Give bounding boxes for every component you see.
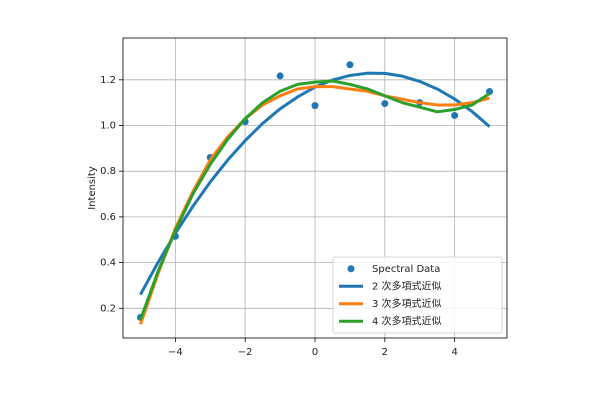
x-tick-label: 4: [451, 347, 457, 358]
legend-marker: [347, 265, 355, 273]
legend-label: 3 次多項式近似: [372, 297, 442, 310]
data-point: [451, 111, 459, 119]
x-tick-label: −2: [238, 347, 253, 358]
data-point: [346, 61, 354, 69]
plot-frame: [122, 37, 508, 339]
data-point: [381, 100, 389, 108]
y-tick-label: 0.2: [100, 303, 116, 314]
y-tick-label: 0.4: [100, 258, 116, 269]
x-tick-label: 2: [382, 347, 388, 358]
legend-label: 2 次多項式近似: [372, 279, 442, 292]
data-point: [311, 102, 319, 110]
legend-label: Spectral Data: [372, 264, 440, 275]
fit-line: [139, 79, 491, 321]
y-tick-label: 1.2: [100, 75, 116, 86]
y-tick-label: 1.0: [100, 121, 116, 132]
fit-line: [139, 85, 490, 325]
legend-box: [332, 256, 503, 334]
data-point: [276, 72, 284, 80]
y-tick-label: 0.8: [100, 166, 116, 177]
y-tick-label: 0.6: [100, 212, 116, 223]
legend-label: 4 次多項式近似: [372, 314, 442, 327]
x-tick-label: 0: [312, 347, 318, 358]
y-axis-label: Intensity: [87, 166, 98, 210]
x-tick-label: −4: [168, 347, 183, 358]
